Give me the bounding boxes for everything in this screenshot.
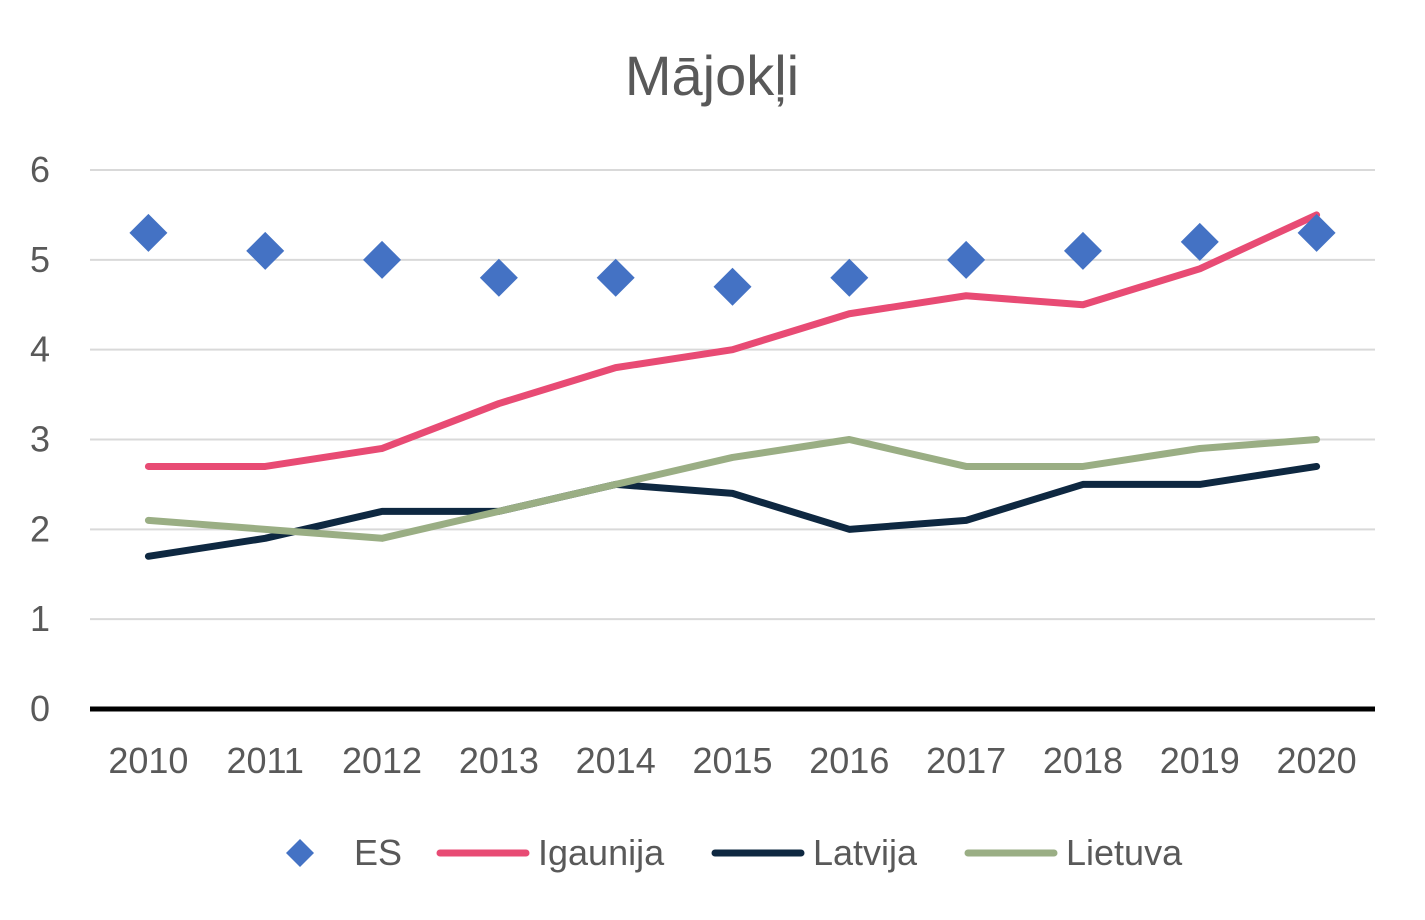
data-point-es xyxy=(830,258,869,297)
x-tick-label: 2013 xyxy=(459,740,539,781)
x-tick-label: 2014 xyxy=(576,740,656,781)
y-tick-label: 4 xyxy=(30,329,50,370)
y-tick-label: 2 xyxy=(30,508,50,549)
chart-title: Mājokļi xyxy=(625,44,799,107)
y-tick-label: 3 xyxy=(30,419,50,460)
series-markers xyxy=(129,213,1336,306)
data-point-es xyxy=(129,213,168,252)
legend-label-igaunija: Igaunija xyxy=(538,832,665,873)
data-point-es xyxy=(947,240,986,279)
x-tick-label: 2019 xyxy=(1160,740,1240,781)
data-point-es xyxy=(246,231,285,270)
series-line-latvija xyxy=(144,462,1321,560)
y-tick-label: 5 xyxy=(30,239,50,280)
data-point-es xyxy=(1297,213,1336,252)
series-lines xyxy=(144,211,1321,560)
legend-label-lietuva: Lietuva xyxy=(1066,832,1183,873)
legend-label-es: ES xyxy=(354,832,402,873)
x-tick-label: 2020 xyxy=(1277,740,1357,781)
legend-swatch-es xyxy=(286,839,314,867)
x-tick-label: 2011 xyxy=(227,740,304,781)
x-tick-label: 2018 xyxy=(1043,740,1123,781)
data-point-es xyxy=(596,258,635,297)
data-point-es xyxy=(1063,231,1102,270)
x-tick-label: 2016 xyxy=(809,740,889,781)
data-point-es xyxy=(713,267,752,306)
y-tick-label: 1 xyxy=(30,598,50,639)
y-axis-ticks: 0 1 2 3 4 5 6 xyxy=(30,149,50,729)
data-point-es xyxy=(479,258,518,297)
x-axis-ticks: 2010 2011 2012 2013 2014 2015 2016 2017 2018 2019… xyxy=(108,740,1356,781)
x-tick-label: 2017 xyxy=(926,740,1006,781)
series-line-igaunija xyxy=(144,211,1321,470)
y-tick-label: 6 xyxy=(30,149,50,190)
x-tick-label: 2012 xyxy=(342,740,422,781)
legend: ES Igaunija Latvija Lietuva xyxy=(286,832,1183,873)
x-tick-label: 2010 xyxy=(108,740,188,781)
data-point-es xyxy=(1180,222,1219,261)
data-point-es xyxy=(363,240,402,279)
legend-label-latvija: Latvija xyxy=(813,832,918,873)
series-line-lietuva xyxy=(144,436,1321,542)
y-tick-label: 0 xyxy=(30,688,50,729)
x-tick-label: 2015 xyxy=(692,740,772,781)
